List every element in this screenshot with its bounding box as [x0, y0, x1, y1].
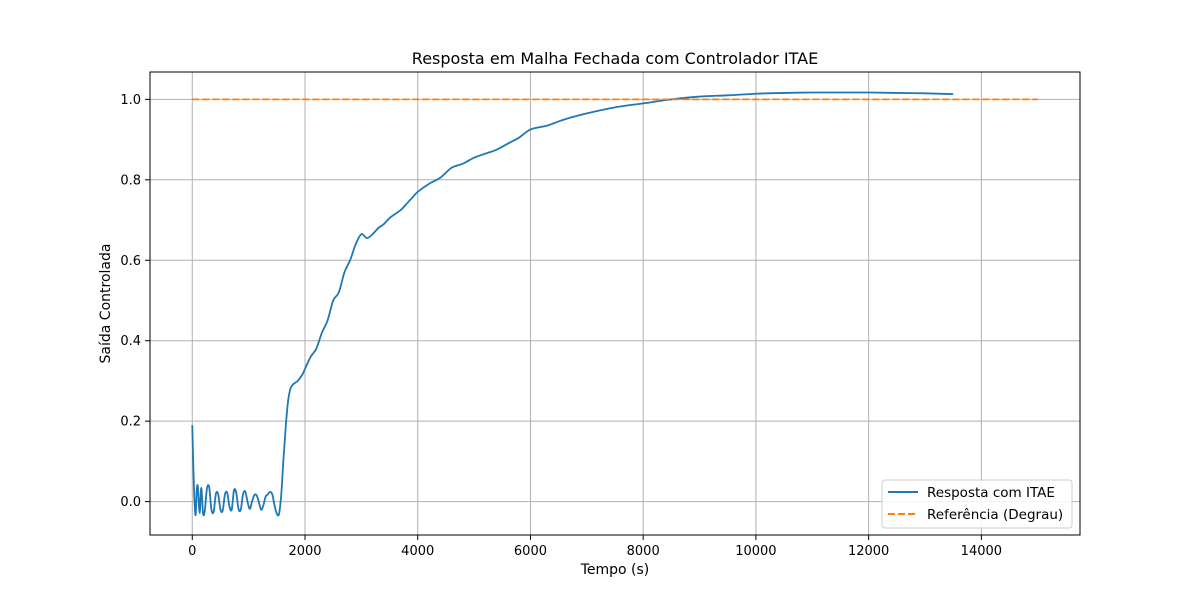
legend-label-referencia: Referência (Degrau): [927, 507, 1063, 523]
legend-label-resposta: Resposta com ITAE: [927, 485, 1055, 501]
x-tick-label: 12000: [848, 544, 889, 559]
x-axis-label: Tempo (s): [580, 562, 650, 578]
x-ticks: 0 2000 4000 6000 8000 10000 12000 14000: [188, 535, 1002, 559]
x-tick-label: 0: [188, 544, 196, 559]
legend-box: [881, 479, 1073, 529]
x-tick-label: 2000: [288, 544, 321, 559]
series-line-resposta-itae: [191, 91, 954, 517]
y-tick-label: 1.0: [120, 93, 141, 108]
x-tick-label: 14000: [961, 544, 1002, 559]
chart-title: Resposta em Malha Fechada com Controlado…: [412, 49, 818, 68]
y-tick-label: 0.8: [120, 173, 141, 188]
x-tick-label: 10000: [735, 544, 776, 559]
x-tick-label: 6000: [514, 544, 547, 559]
grid-lines: [150, 72, 1080, 535]
y-tick-label: 0.4: [120, 334, 141, 349]
y-tick-label: 0.6: [120, 254, 141, 269]
y-tick-label: 0.2: [120, 415, 141, 430]
y-axis-label: Saída Controlada: [98, 244, 114, 364]
x-tick-label: 8000: [627, 544, 660, 559]
legend: Resposta com ITAE Referência (Degrau): [881, 479, 1073, 529]
series-layer: [191, 91, 1038, 517]
plot-frame: [149, 71, 1081, 536]
x-tick-label: 4000: [401, 544, 434, 559]
y-tick-label: 0.0: [120, 495, 141, 510]
y-ticks: 0.0 0.2 0.4 0.6 0.8 1.0: [120, 93, 150, 510]
